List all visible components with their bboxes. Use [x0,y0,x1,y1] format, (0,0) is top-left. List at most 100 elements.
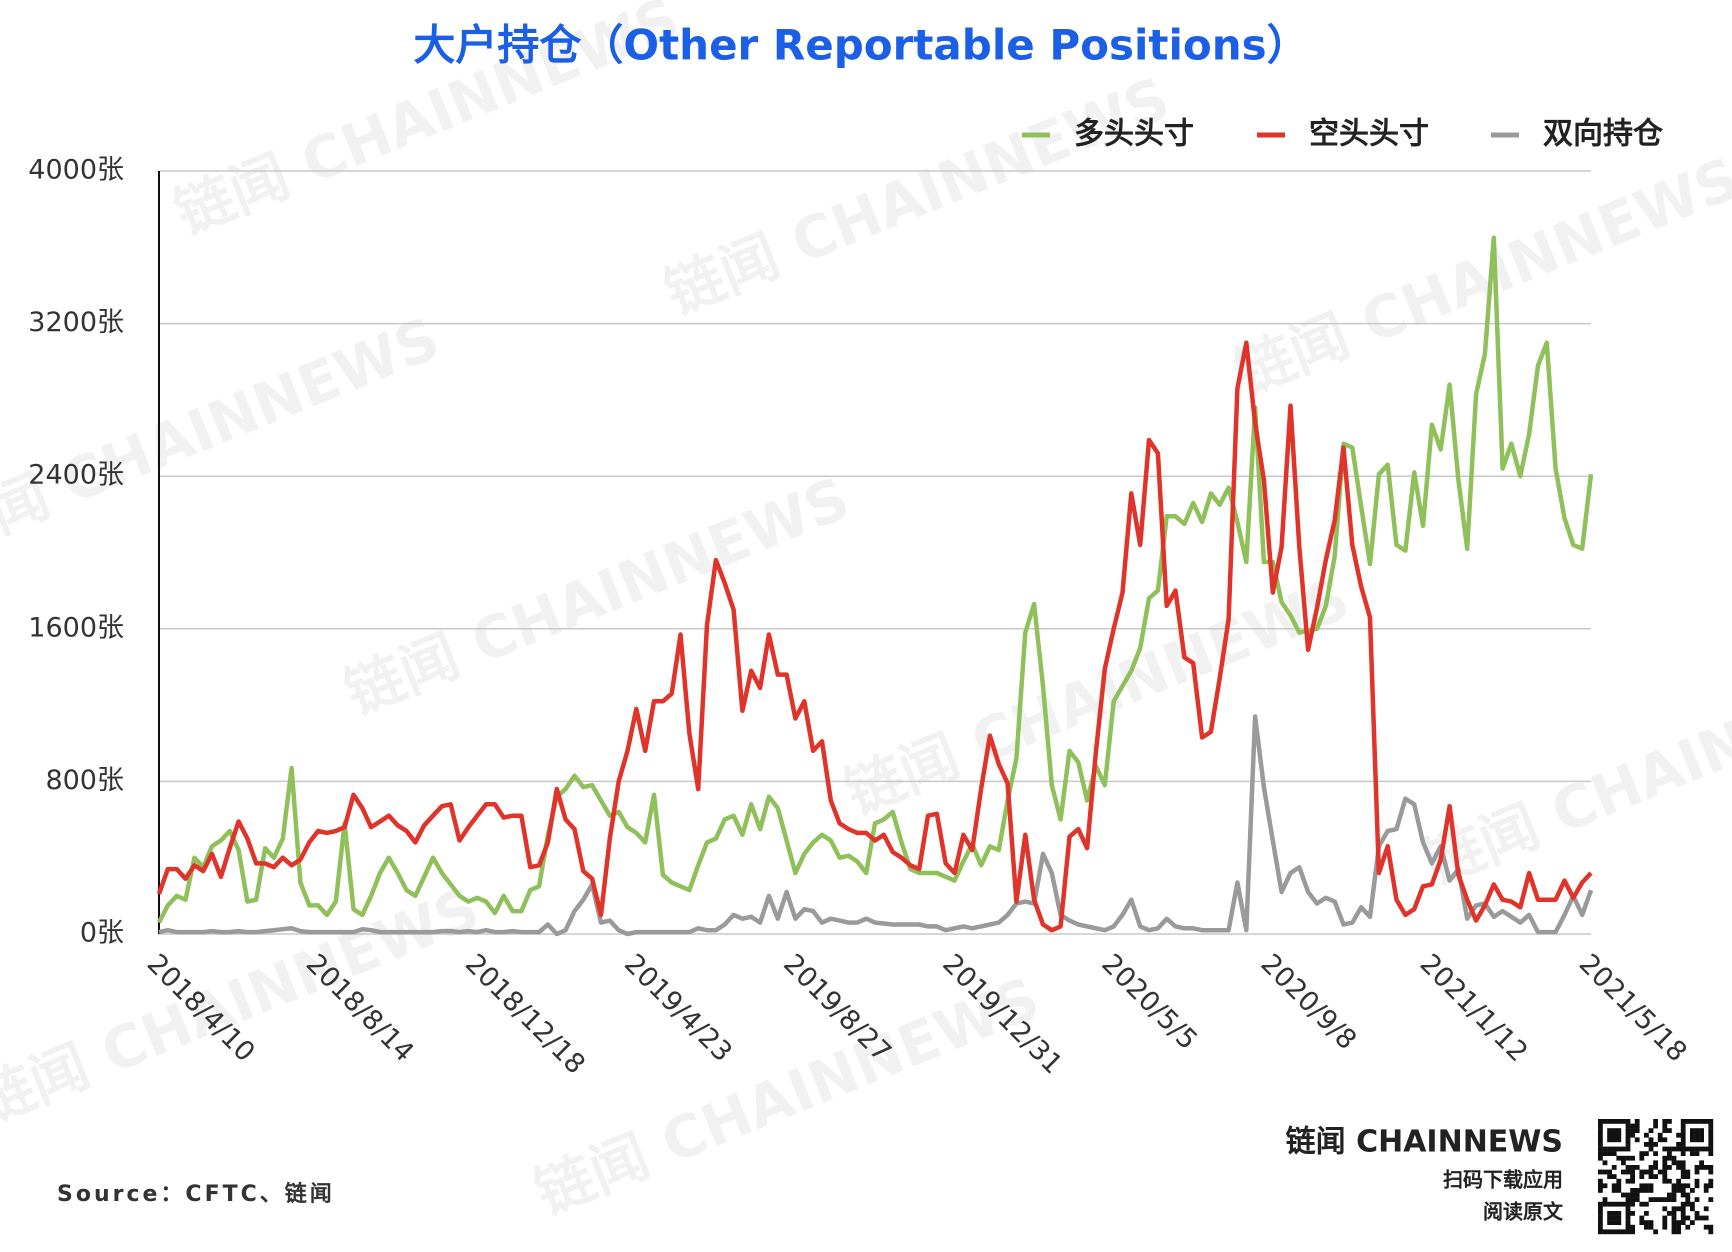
qr-cell [1690,1201,1695,1207]
qr-cell [1607,1169,1612,1175]
qr-cell [1607,1229,1612,1235]
qr-cell [1644,1201,1649,1207]
qr-cell [1611,1188,1617,1193]
qr-cell [1680,1146,1686,1152]
qr-cell [1662,1206,1668,1212]
x-tick-label: 2021/5/18 [1573,948,1693,1068]
qr-cell [1680,1183,1686,1189]
watermark: 链闻 CHAINNEWS [0,304,448,568]
qr-cell [1708,1146,1714,1152]
y-tick-label: 2400张 [28,460,124,491]
qr-cell [1708,1137,1714,1143]
qr-cell [1607,1215,1612,1221]
qr-cell [1639,1151,1645,1156]
source: Source：CFTC、链闻 [57,1181,335,1207]
qr-cell [1708,1128,1714,1133]
qr-cell [1648,1188,1654,1193]
qr-cell [1598,1229,1603,1235]
qr-cell [1616,1178,1622,1184]
qr-cell [1630,1197,1635,1202]
qr-cell [1685,1197,1691,1202]
qr-cell [1653,1160,1658,1166]
qr-cell [1703,1183,1709,1189]
qr-cell [1630,1192,1635,1198]
qr-cell [1616,1146,1622,1152]
qr-cell [1662,1119,1668,1124]
qr-cell [1625,1224,1631,1230]
qr-cell [1662,1137,1668,1143]
qr-cell [1708,1229,1714,1235]
qr-cell [1680,1160,1686,1166]
qr-cell [1630,1169,1635,1175]
qr-cell [1616,1137,1622,1143]
qr-cell [1648,1174,1654,1179]
qr-cell [1662,1146,1668,1152]
qr-cell [1611,1151,1617,1156]
qr-cell [1598,1201,1603,1207]
qr-cell [1680,1132,1686,1138]
qr-cell [1625,1197,1631,1202]
qr-cell [1708,1142,1714,1147]
qr-cell [1630,1123,1635,1129]
qr-cell [1607,1211,1612,1216]
qr-cell [1703,1146,1709,1152]
qr-cell [1680,1192,1686,1198]
qr-cell [1680,1151,1686,1156]
qr-cell [1598,1211,1603,1216]
qr-cell [1680,1128,1686,1133]
qr-cell [1611,1128,1617,1133]
qr-cell [1616,1119,1622,1124]
qr-cell [1667,1178,1672,1184]
qr-cell [1685,1215,1691,1221]
qr-cell [1648,1183,1654,1189]
watermark: 链闻 CHAINNEWS [656,64,1179,328]
qr-cell [1630,1128,1635,1133]
qr-cell [1598,1169,1603,1175]
qr-cell [1662,1215,1668,1221]
qr-cell [1598,1132,1603,1138]
qr-cell [1630,1201,1635,1207]
qr-cell [1662,1160,1668,1166]
watermark: 链闻 CHAINNEWS [0,874,488,1138]
qr-cell [1671,1211,1677,1216]
chart-title: 大户持仓（Other Reportable Positions） [413,21,1308,70]
qr-cell [1676,1178,1681,1184]
x-tick-label: 2020/9/8 [1255,948,1363,1056]
qr-cell [1616,1132,1622,1138]
qr-cell [1657,1137,1663,1143]
qr-cell [1639,1174,1645,1179]
qr-cell [1676,1146,1681,1152]
qr-cell [1648,1224,1654,1230]
qr-cell [1680,1215,1686,1221]
watermark: 链闻 CHAINNEWS [1226,144,1732,408]
qr-cell [1648,1142,1654,1147]
qr-cell [1667,1197,1672,1202]
qr-cell [1680,1169,1686,1175]
legend-label: 空头头寸 [1309,117,1429,152]
qr-cell [1694,1211,1700,1216]
qr-cell [1708,1197,1714,1202]
qr-cell [1699,1128,1704,1133]
qr-cell [1703,1119,1709,1124]
qr-cell [1676,1229,1681,1235]
watermark: 链闻 CHAINNEWS [1416,634,1732,898]
qr-cell [1644,1220,1649,1225]
qr-cell [1644,1183,1649,1189]
qr-cell [1653,1174,1658,1179]
qr-cell [1602,1201,1608,1207]
qr-cell [1680,1220,1686,1225]
qr-cell [1630,1155,1635,1161]
qr-cell [1630,1165,1635,1170]
series-line [156,235,1594,924]
qr-cell [1625,1123,1631,1129]
qr-cell [1694,1215,1700,1221]
qr-cell [1616,1155,1622,1161]
qr-cell [1694,1146,1700,1152]
series-line [156,340,1593,933]
y-tick-label: 1600张 [28,612,124,643]
qr-cell [1602,1183,1608,1189]
qr-cell [1616,1211,1622,1216]
qr-cell [1621,1146,1626,1152]
qr-cell [1639,1215,1645,1221]
qr-cell [1667,1165,1672,1170]
